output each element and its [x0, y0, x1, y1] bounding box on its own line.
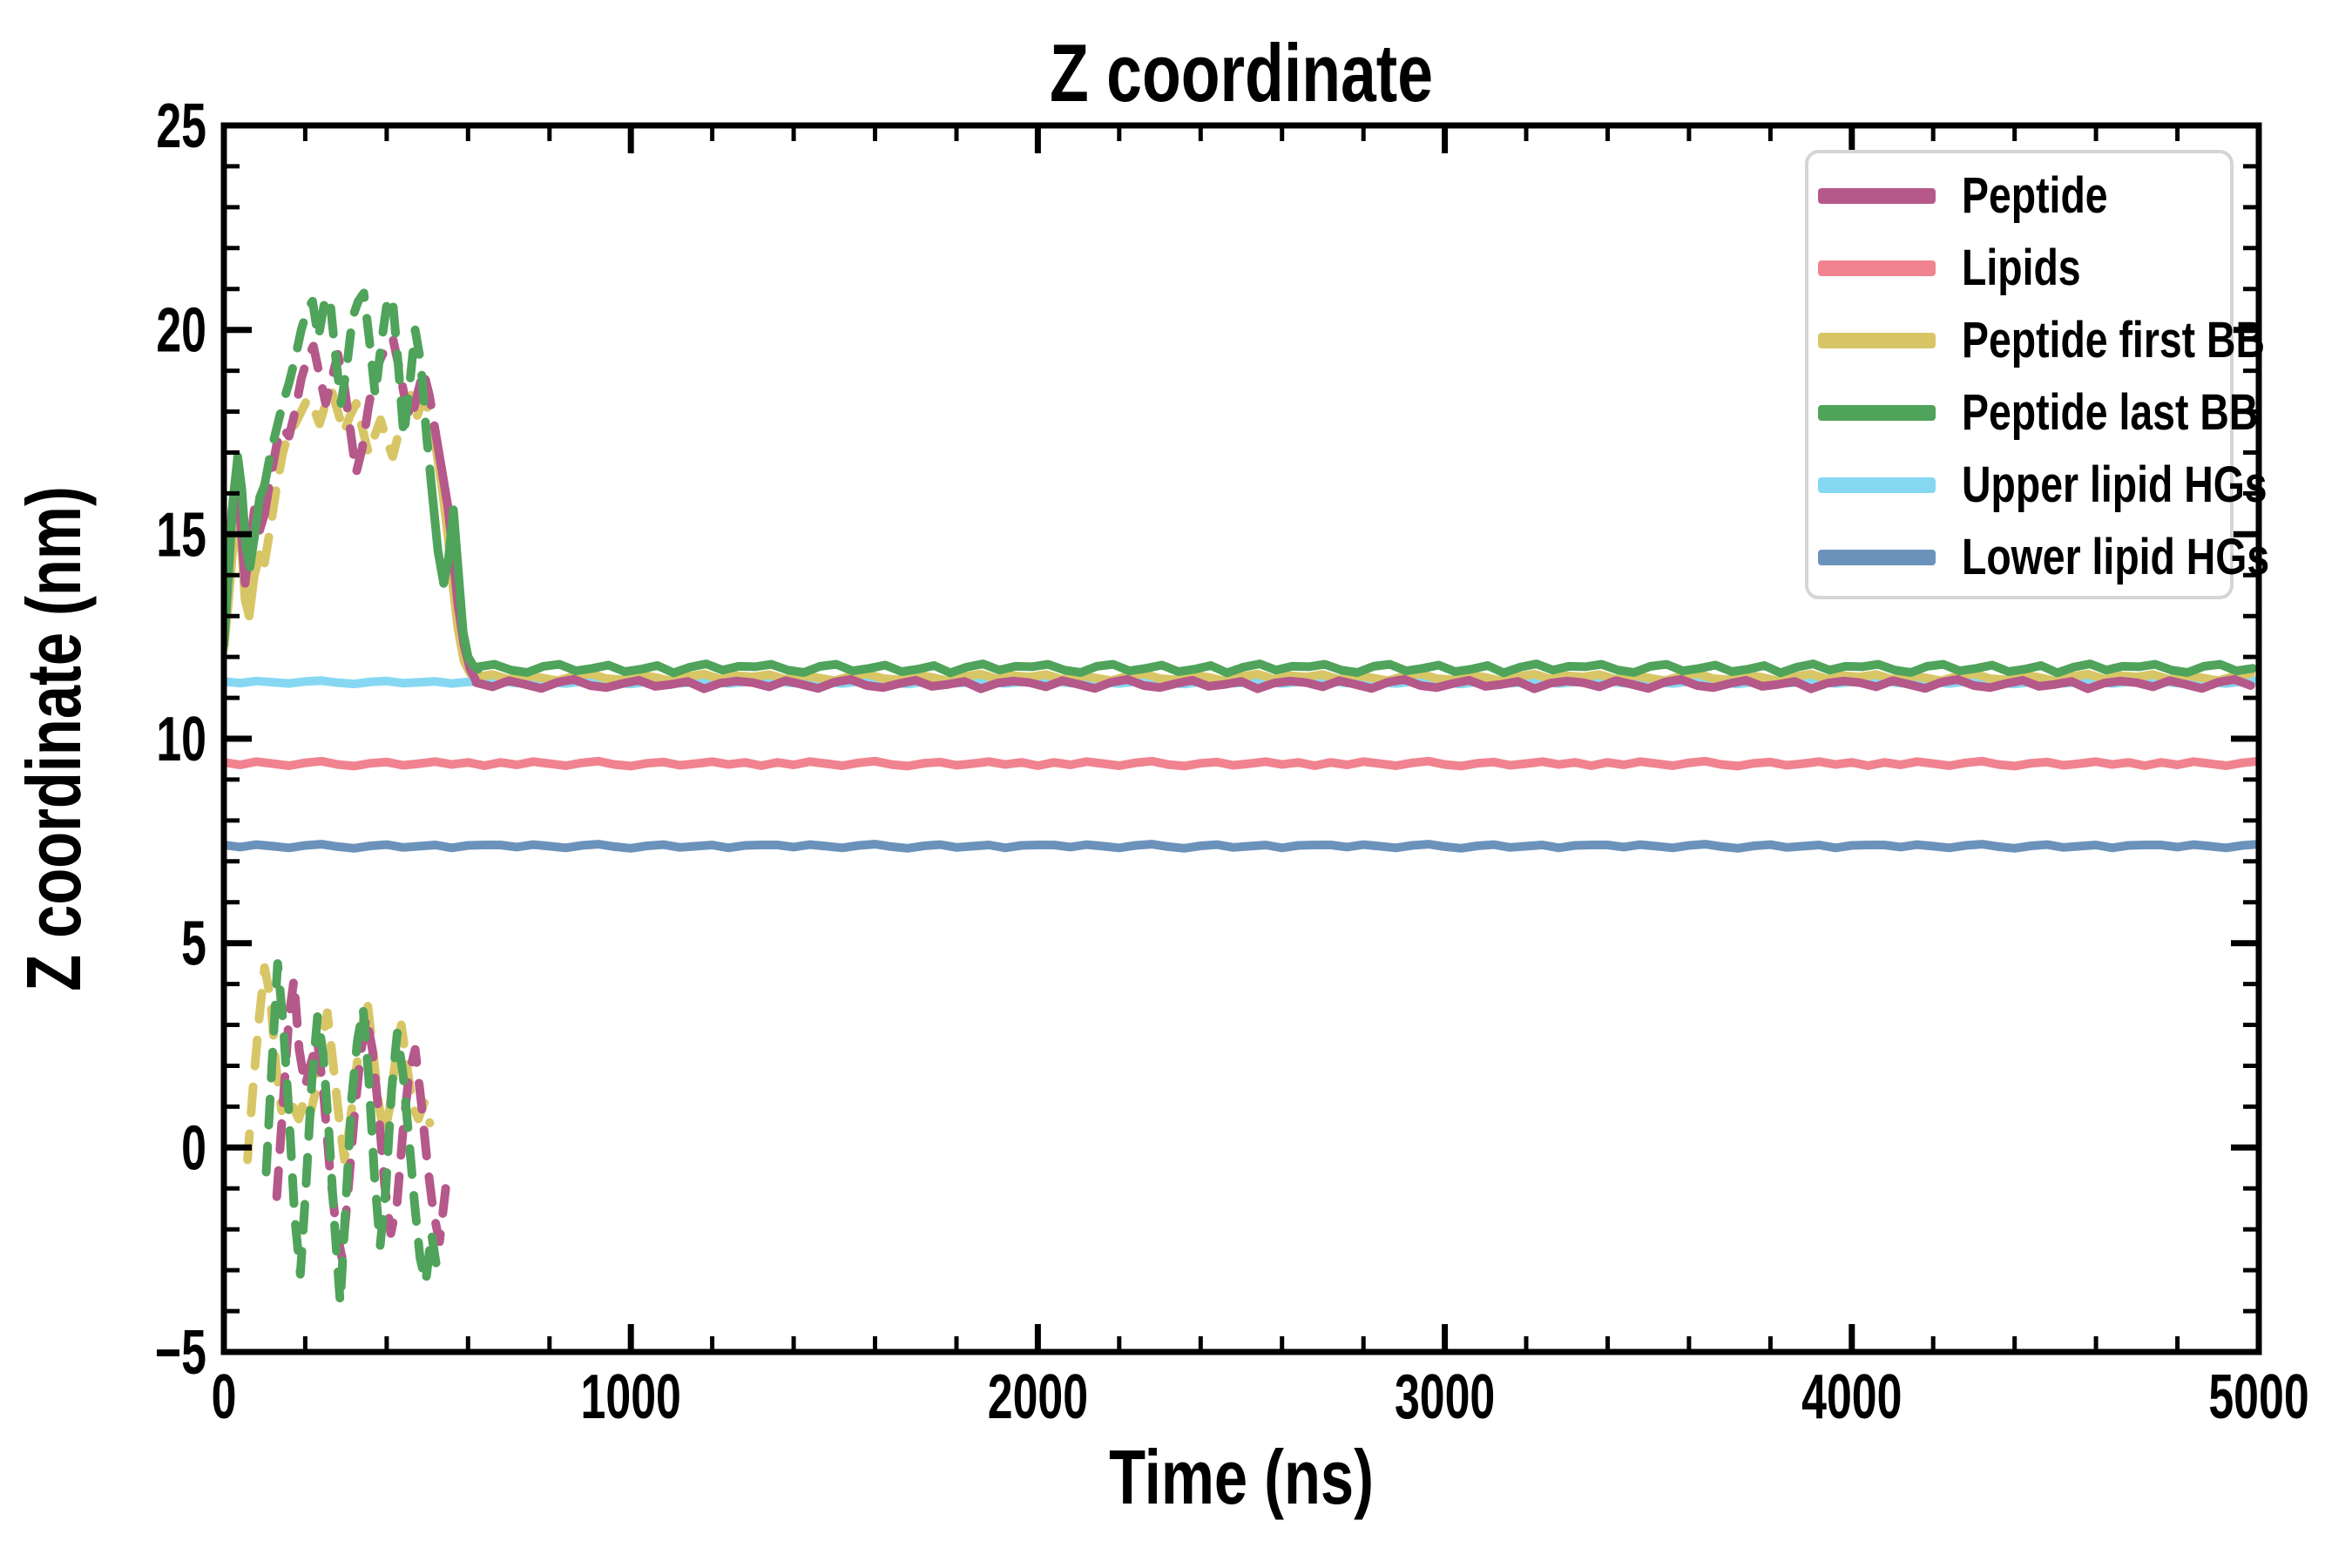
chart-title: Z coordinate [1050, 27, 1433, 118]
legend-swatch-peptide-first-bb [1818, 332, 1936, 348]
x-tick-label: 1000 [581, 1362, 681, 1432]
major-ticks [220, 122, 2262, 1355]
legend-label-lipids: Lipids [1962, 240, 2081, 296]
legend-item-lipids: Lipids [1808, 232, 2230, 304]
x-tick-label: 3000 [1395, 1362, 1495, 1432]
legend-label-peptide: Peptide [1962, 167, 2108, 224]
x-axis-label: Time (ns) [1109, 1434, 1374, 1520]
y-tick-label: 20 [156, 295, 206, 365]
x-tick-label: 5000 [2208, 1362, 2308, 1432]
legend-item-peptide-last-bb: Peptide last BB [1808, 376, 2258, 449]
legend-label-peptide-last-bb: Peptide last BB [1962, 384, 2259, 441]
legend-label-lower-lipid-hgs: Lower lipid HGs [1962, 529, 2270, 585]
x-tick-label: 0 [212, 1362, 237, 1432]
legend-swatch-peptide [1818, 187, 1936, 204]
series-peptide-line-segment-4 [471, 674, 2255, 693]
y-tick-label: 10 [156, 705, 206, 774]
series-peptide_last_bb-line-segment-2 [261, 959, 442, 1308]
series-lipids-line-segment-0 [224, 756, 2259, 771]
y-axis-label: Z coordinate (nm) [10, 486, 97, 991]
legend-swatch-lower-lipid-hgs [1818, 549, 1936, 565]
y-tick-label: −5 [155, 1318, 206, 1388]
legend: Peptide Lipids Peptide first BB Peptide … [1805, 150, 2269, 599]
legend-swatch-upper-lipid-hgs [1818, 476, 1936, 493]
minor-ticks [224, 125, 2259, 1352]
legend-item-upper-lipid-hgs: Upper lipid HGs [1808, 449, 2268, 521]
y-tick-label: 0 [181, 1113, 206, 1183]
legend-item-peptide-first-bb: Peptide first BB [1808, 304, 2265, 376]
legend-swatch-peptide-last-bb [1818, 404, 1936, 421]
x-tick-label: 2000 [988, 1362, 1088, 1432]
series-lower_lipid_hgs-line-segment-0 [224, 840, 2259, 853]
legend-label-peptide-first-bb: Peptide first BB [1962, 312, 2266, 368]
series-peptide_last_bb-line-segment-1 [260, 288, 437, 498]
y-tick-label: 5 [181, 909, 206, 978]
series-peptide_last_bb-line-segment-4 [474, 659, 2257, 678]
y-tick-label: 25 [156, 91, 206, 161]
x-tick-label: 4000 [1801, 1362, 1902, 1432]
series-peptide_last_bb-line-segment-0 [224, 452, 269, 650]
series-peptide-line-segment-2 [272, 975, 450, 1263]
legend-label-upper-lipid-hgs: Upper lipid HGs [1962, 456, 2268, 513]
legend-item-peptide: Peptide [1808, 159, 2230, 232]
series-peptide_last_bb-line-segment-3 [428, 489, 483, 674]
legend-item-lower-lipid-hgs: Lower lipid HGs [1808, 521, 2269, 593]
y-tick-label: 15 [156, 500, 206, 570]
legend-swatch-lipids [1818, 260, 1936, 276]
